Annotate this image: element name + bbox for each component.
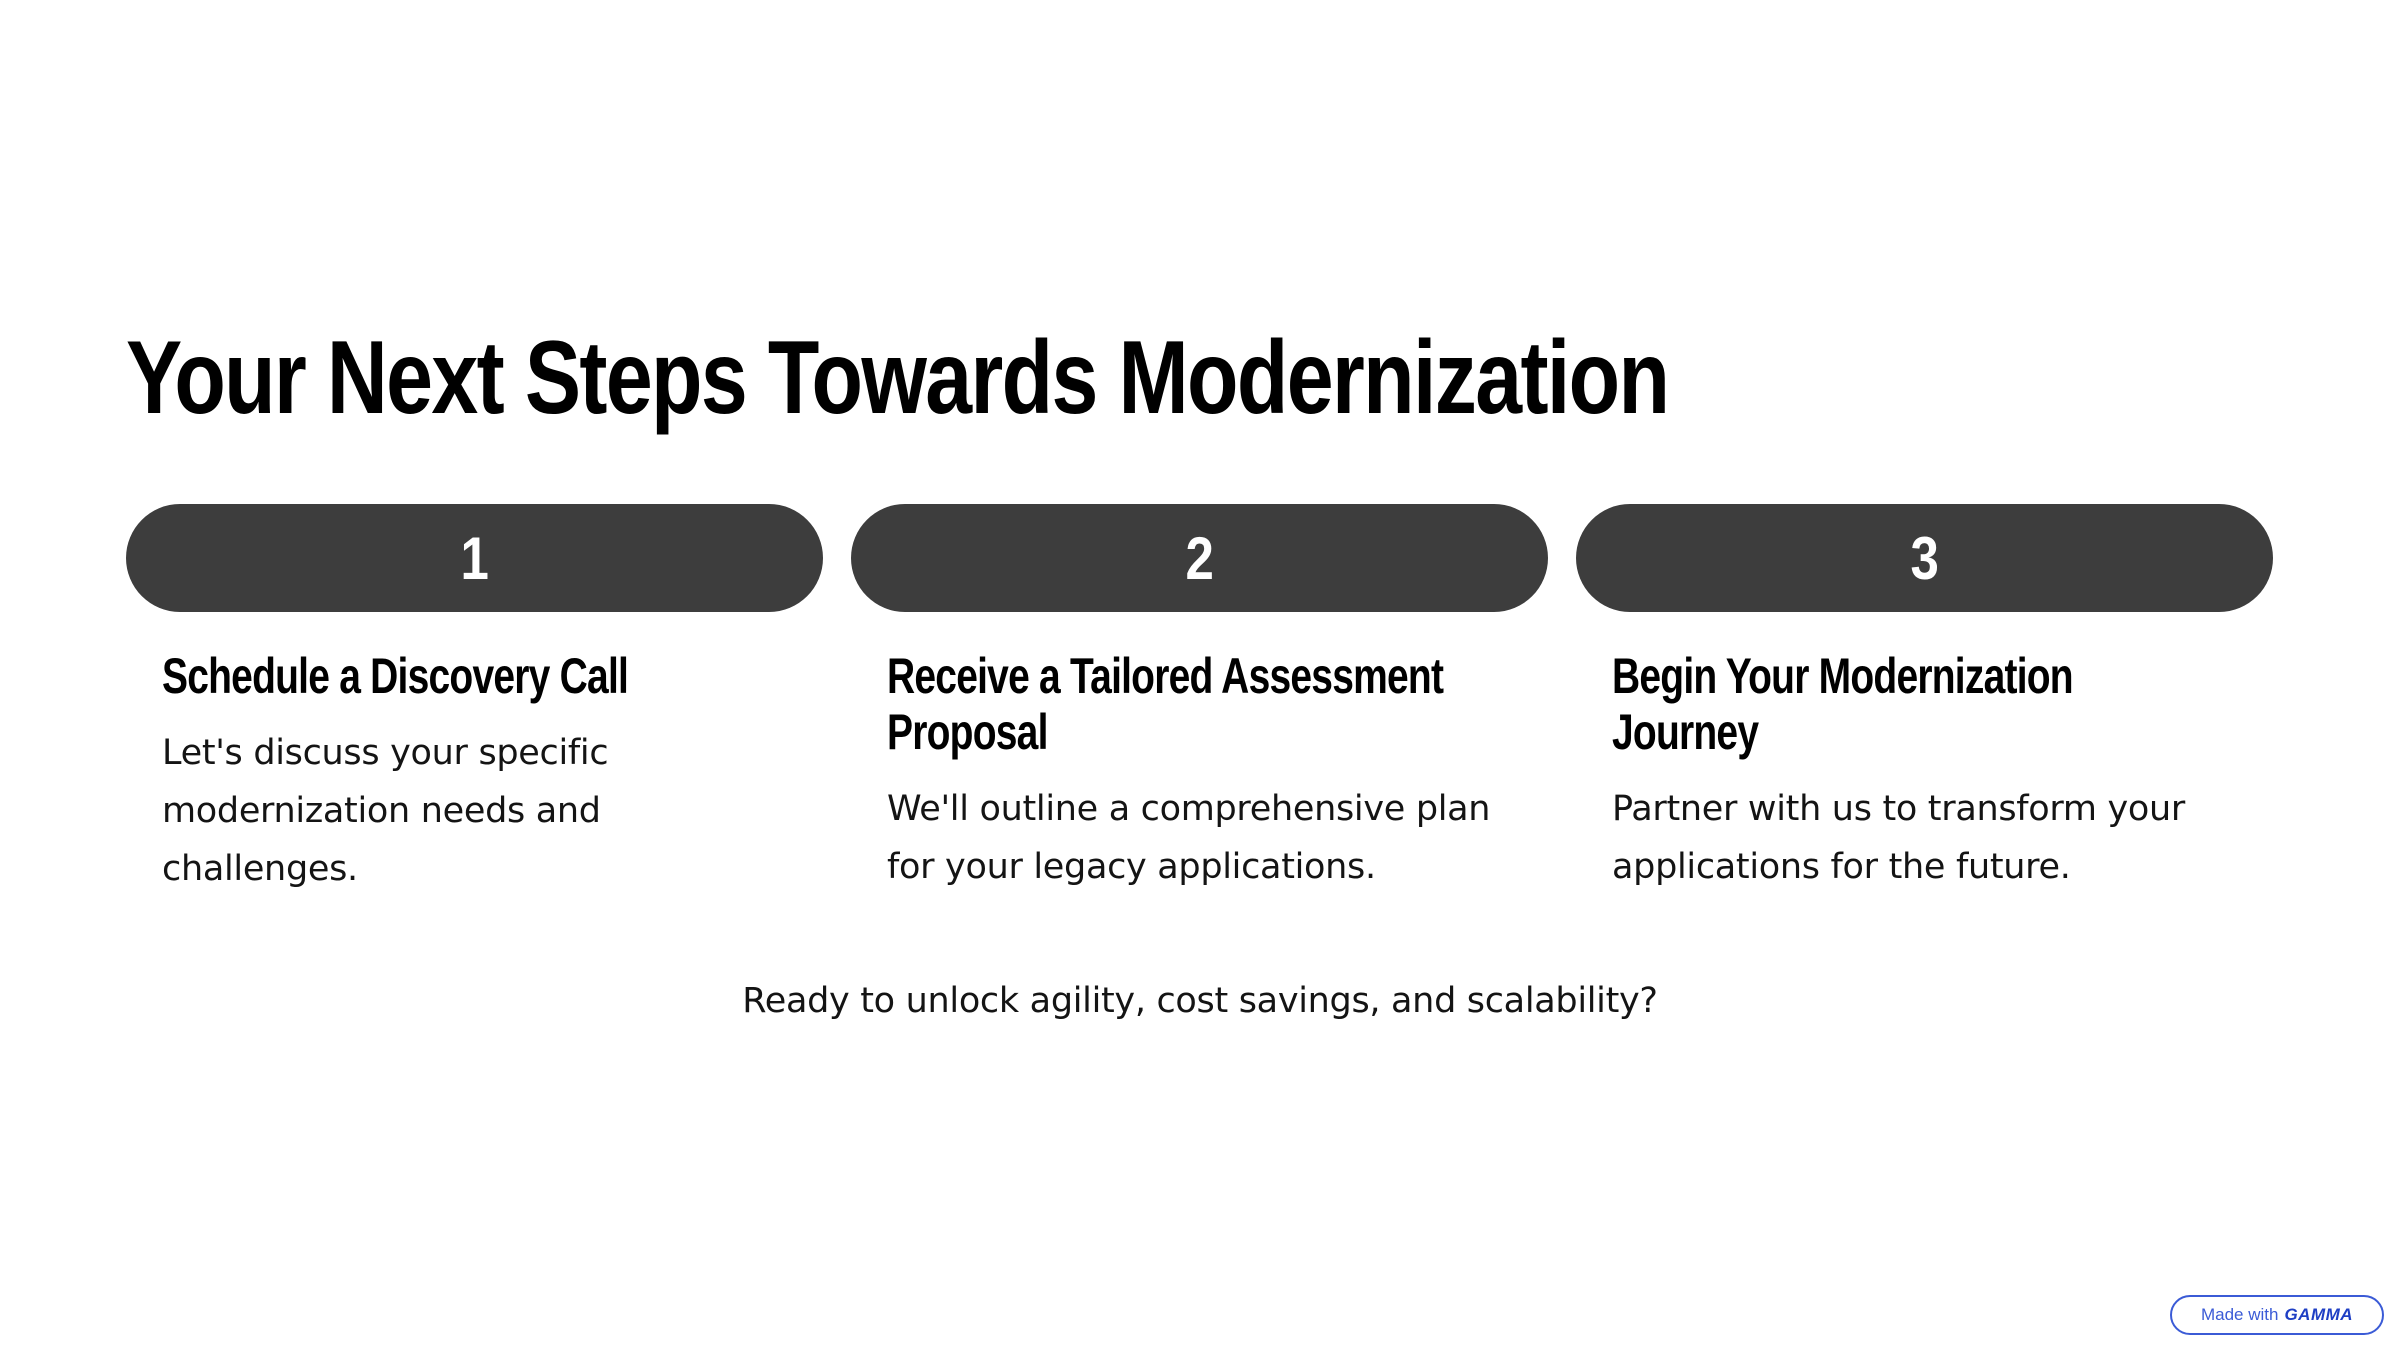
step-1: 1 Schedule a Discovery Call Let's discus… (126, 504, 823, 898)
step-2-body: Receive a Tailored Assessment Proposal W… (851, 612, 1548, 896)
step-3-heading: Begin Your Modernization Journey (1612, 648, 2074, 760)
step-1-body: Schedule a Discovery Call Let's discuss … (126, 612, 823, 898)
step-3-body: Begin Your Modernization Journey Partner… (1576, 612, 2273, 896)
gamma-logo: GAMMA (2284, 1305, 2354, 1324)
step-1-text: Let's discuss your specific modernizatio… (162, 733, 609, 889)
step-3-number-pill: 3 (1576, 504, 2273, 612)
step-2-number: 2 (1185, 524, 1214, 592)
step-3: 3 Begin Your Modernization Journey Partn… (1576, 504, 2273, 898)
step-2-number-pill: 2 (851, 504, 1548, 612)
step-1-number-pill: 1 (126, 504, 823, 612)
step-2: 2 Receive a Tailored Assessment Proposal… (851, 504, 1548, 898)
made-with-gamma-badge[interactable]: Made with GAMMA (2170, 1295, 2384, 1335)
step-3-number: 3 (1910, 524, 1939, 592)
steps-row: 1 Schedule a Discovery Call Let's discus… (126, 504, 2274, 898)
badge-prefix-label: Made with (2200, 1305, 2279, 1324)
slide-title: Your Next Steps Towards Modernization (126, 320, 1670, 436)
step-2-heading: Receive a Tailored Assessment Proposal (887, 648, 1444, 760)
step-3-text: Partner with us to transform your applic… (1612, 789, 2186, 887)
step-1-heading: Schedule a Discovery Call (162, 648, 629, 704)
step-2-text: We'll outline a comprehensive plan for y… (887, 789, 1491, 887)
step-1-number: 1 (460, 524, 489, 592)
call-to-action-text: Ready to unlock agility, cost savings, a… (742, 981, 1658, 1021)
